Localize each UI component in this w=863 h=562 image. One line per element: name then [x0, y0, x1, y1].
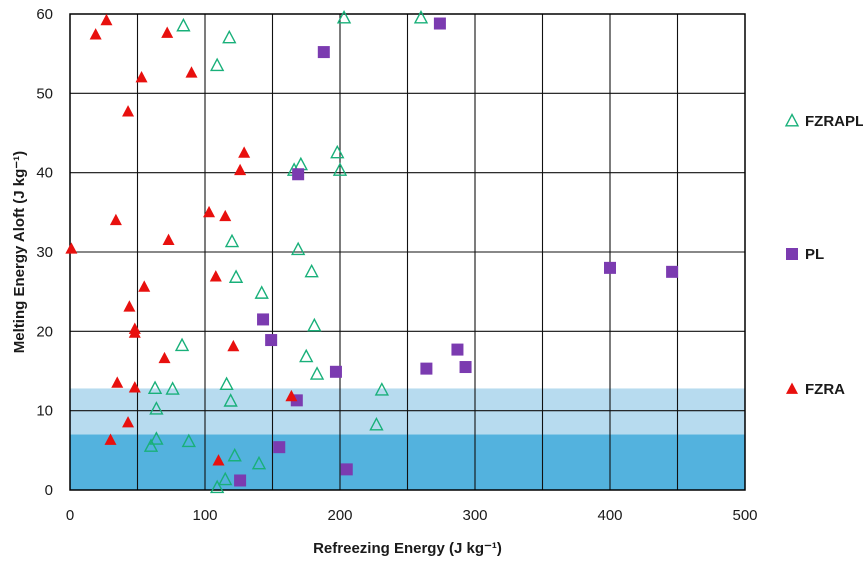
y-tick-label: 50 [36, 85, 53, 102]
fzrapl-point [149, 431, 164, 445]
y-axis-title: Melting Energy Aloft (J kg⁻¹) [11, 151, 28, 353]
fzra-point [234, 163, 247, 176]
fzra-point [135, 70, 148, 83]
gridlines [70, 14, 745, 490]
fzrapl-point [219, 376, 234, 391]
y-tick-label: 40 [36, 165, 53, 182]
fzrapl-point [251, 455, 267, 470]
fzrapl-point [209, 57, 225, 72]
pl-point [257, 313, 270, 326]
fzrapl-point [222, 29, 237, 44]
pl-point [317, 46, 330, 59]
fzrapl-point [181, 433, 196, 448]
legend-label-pl: PL [805, 246, 824, 263]
pl-point [273, 441, 286, 454]
pl-point [234, 474, 247, 487]
legend-label-fzra: FZRA [805, 381, 845, 398]
fzra-point [128, 326, 141, 338]
legend-marker-fzra [786, 382, 798, 394]
pl-point [420, 362, 433, 375]
fzra-point [219, 209, 232, 222]
pl-point [292, 168, 305, 181]
fzrapl-point [165, 381, 180, 395]
fzra-point [65, 242, 78, 254]
pl-point [433, 17, 446, 30]
fzra-point [122, 416, 135, 428]
fzrapl-point [254, 285, 269, 299]
fzra-point [212, 454, 225, 466]
pl-point [265, 334, 278, 347]
fzra-point [111, 376, 124, 388]
x-tick-label: 300 [462, 507, 487, 524]
legend: FZRAPL PL FZRA [784, 113, 863, 398]
fzrapl-point [413, 9, 429, 24]
fzrapl-point [223, 393, 238, 407]
y-tick-label: 60 [36, 6, 53, 23]
y-tick-label: 20 [36, 323, 53, 340]
data-points [65, 9, 679, 494]
pl-point [604, 261, 616, 274]
fzra-point [158, 351, 171, 364]
pl-point [340, 463, 353, 476]
x-tick-label: 100 [192, 507, 217, 524]
fzra-point [209, 270, 222, 282]
fzrapl-point [309, 366, 325, 380]
y-tick-label: 10 [36, 403, 53, 420]
x-tick-label: 0 [66, 507, 74, 524]
fzrapl-point [336, 9, 352, 24]
x-tick-label: 200 [327, 507, 352, 524]
legend-marker-fzrapl [784, 113, 800, 127]
fzra-point [109, 213, 122, 226]
x-axis-title: Refreezing Energy (J kg⁻¹) [313, 540, 502, 557]
fzrapl-point [147, 380, 163, 395]
fzrapl-point [299, 348, 314, 363]
fzra-point [100, 13, 113, 26]
fzrapl-point [228, 269, 244, 283]
fzrapl-point [218, 471, 233, 486]
fzra-point [203, 205, 216, 218]
fzra-point [138, 280, 151, 292]
pl-point [666, 265, 679, 278]
fzrapl-point [369, 416, 384, 431]
fzra-point [185, 66, 198, 78]
fzrapl-point [224, 233, 240, 248]
fzrapl-point [332, 162, 348, 176]
fzrapl-point [143, 438, 159, 452]
fzra-point [89, 28, 102, 40]
x-tick-label: 500 [732, 507, 757, 524]
fzrapl-point [374, 382, 390, 396]
fzra-point [161, 26, 174, 38]
fzrapl-point [209, 479, 225, 494]
fzrapl-point [304, 263, 319, 278]
legend-marker-pl [786, 248, 798, 260]
fzra-point [227, 339, 240, 352]
fzra-point [123, 300, 136, 312]
fzrapl-point [176, 17, 191, 32]
fzra-point [128, 381, 141, 393]
y-tick-labels: 0 10 20 30 40 50 60 [36, 6, 53, 499]
fzrapl-point [307, 317, 322, 332]
fzrapl-point [149, 401, 164, 415]
pl-point [459, 361, 472, 374]
fzra-point [162, 233, 175, 245]
x-tick-label: 400 [597, 507, 622, 524]
pl-point [329, 365, 342, 378]
legend-label-fzrapl: FZRAPL [805, 113, 863, 130]
fzra-point [122, 105, 135, 117]
pl-point [451, 343, 464, 356]
fzrapl-point [290, 241, 306, 256]
fzrapl-point [174, 337, 190, 352]
fzrapl-point [330, 144, 345, 159]
fzrapl-point [227, 447, 242, 462]
fzra-point [104, 433, 117, 445]
y-tick-label: 30 [36, 244, 53, 261]
y-tick-label: 0 [45, 482, 53, 499]
x-tick-labels: 0 100 200 300 400 500 [66, 507, 758, 524]
fzra-point [285, 389, 298, 402]
fzra-point [238, 146, 251, 158]
